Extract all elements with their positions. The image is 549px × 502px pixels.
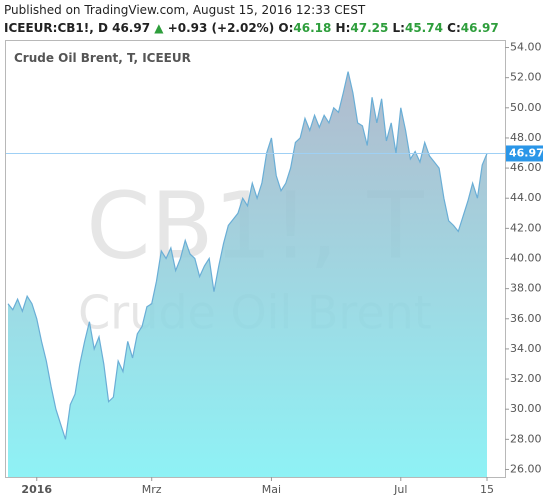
y-tick-label: 40.00: [510, 252, 542, 265]
symbol: ICEEUR:CB1!, D: [4, 21, 108, 35]
y-tick-label: 34.00: [510, 342, 542, 355]
price-line: [7, 71, 488, 440]
y-tick-label: 32.00: [510, 372, 542, 385]
x-tick-label: 15: [480, 483, 494, 496]
published-line: Published on TradingView.com, August 15,…: [4, 3, 366, 17]
x-tick-label: 2016: [21, 483, 52, 496]
x-tick-label: Jul: [393, 483, 407, 496]
high-label: H:: [336, 21, 351, 35]
y-tick-label: 52.00: [510, 71, 542, 84]
y-tick-label: 44.00: [510, 191, 542, 204]
close: 46.97: [461, 21, 499, 35]
y-tick-label: 54.00: [510, 41, 542, 54]
y-tick-label: 28.00: [510, 432, 542, 445]
chart-title: Crude Oil Brent, T, ICEEUR: [14, 51, 191, 65]
plot-area: [7, 71, 488, 477]
last-price: 46.97: [112, 21, 150, 35]
y-tick-label: 26.00: [510, 462, 542, 475]
open-label: O:: [278, 21, 293, 35]
y-tick-label: 42.00: [510, 221, 542, 234]
y-tick-label: 36.00: [510, 312, 542, 325]
y-tick-label: 46.00: [510, 161, 542, 174]
open: 46.18: [293, 21, 331, 35]
y-tick-label: 38.00: [510, 282, 542, 295]
low-label: L:: [393, 21, 405, 35]
y-tick-label: 30.00: [510, 402, 542, 415]
up-arrow: ▲: [154, 21, 164, 35]
y-tick-label: 50.00: [510, 101, 542, 114]
area-fill: [8, 71, 487, 477]
x-tick-label: Mai: [262, 483, 281, 496]
y-tick-label: 48.00: [510, 131, 542, 144]
last-price-box: [506, 145, 543, 162]
change: +0.93 (+2.02%): [168, 21, 275, 35]
symbol-line: ICEEUR:CB1!, D 46.97 ▲ +0.93 (+2.02%) O:…: [4, 21, 499, 35]
low: 45.74: [405, 21, 443, 35]
high: 47.25: [350, 21, 388, 35]
x-tick-label: Mrz: [142, 483, 162, 496]
last-price-label: 46.97: [509, 146, 544, 159]
close-label: C:: [447, 21, 461, 35]
